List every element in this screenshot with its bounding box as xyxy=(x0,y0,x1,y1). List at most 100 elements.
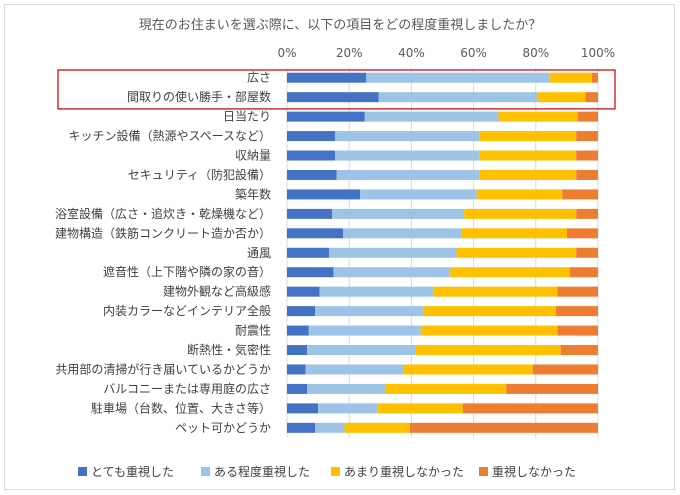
category-label: 浴室設備（広さ・追炊き・乾燥機など） xyxy=(55,206,271,221)
bar-segment xyxy=(360,189,477,200)
bar-segment xyxy=(342,228,462,239)
bar-segment xyxy=(557,325,598,336)
bar-segment xyxy=(576,150,598,161)
bar-segment xyxy=(318,403,378,414)
bar-segment xyxy=(287,345,308,356)
bar-segment xyxy=(287,131,336,142)
category-label: 断熱性・気密性 xyxy=(187,342,271,357)
bar-segment xyxy=(479,131,577,142)
bar-segment xyxy=(591,72,598,83)
bar-segment xyxy=(556,306,598,317)
legend-swatch xyxy=(201,467,210,476)
category-label: 遮音性（上下階や隣の家の音） xyxy=(103,264,271,279)
bar-segment xyxy=(576,247,598,258)
bar-segment xyxy=(287,111,365,122)
category-label: 収納量 xyxy=(235,149,271,163)
category-label: ペット可かどうか xyxy=(175,421,271,435)
legend-swatch xyxy=(479,467,488,476)
bar-segment xyxy=(366,72,550,83)
bar-segment xyxy=(307,383,385,394)
bar-segment xyxy=(287,72,367,83)
bar-segment xyxy=(308,325,421,336)
bar-segment xyxy=(287,169,337,180)
bar-segment xyxy=(576,169,598,180)
bar-segment xyxy=(537,92,586,103)
bar-segment xyxy=(570,267,598,278)
bar-segment xyxy=(364,111,499,122)
bar-segment xyxy=(287,92,379,103)
bar-segment xyxy=(287,325,309,336)
bar-segment xyxy=(576,208,598,219)
x-tick-label: 0% xyxy=(277,46,296,60)
x-tick-label: 100% xyxy=(581,46,615,60)
bar-segment xyxy=(479,169,577,180)
bar-segment xyxy=(456,247,577,258)
bar-segment xyxy=(464,208,577,219)
bar-segment xyxy=(307,345,417,356)
bar-segment xyxy=(498,111,578,122)
bar-segment xyxy=(287,189,361,200)
bar-segment xyxy=(378,92,538,103)
bar-segment xyxy=(287,247,329,258)
bar-segment xyxy=(335,131,480,142)
bar-segment xyxy=(287,383,308,394)
x-tick-label: 20% xyxy=(336,46,363,60)
bar-segment xyxy=(287,208,333,219)
bar-segment xyxy=(585,92,598,103)
category-label: 駐車場（台数、位置、大きさ等） xyxy=(91,400,271,415)
bar-segment xyxy=(450,267,571,278)
category-label: セキュリティ（防犯設備） xyxy=(128,167,271,182)
x-tick-label: 40% xyxy=(398,46,425,60)
bar-segment xyxy=(577,111,598,122)
bar-segment xyxy=(532,364,598,375)
bar-segment xyxy=(305,364,404,375)
bar-segment xyxy=(557,286,598,297)
legend-label: あまり重視しなかった xyxy=(344,464,464,479)
bar-segment xyxy=(384,383,507,394)
category-label: 間取りの使い勝手・部屋数 xyxy=(127,89,271,104)
category-label: 建物外観など高級感 xyxy=(163,284,271,299)
bar-segment xyxy=(423,306,557,317)
bar-segment xyxy=(479,150,577,161)
bar-segment xyxy=(287,364,306,375)
bar-segment xyxy=(560,345,598,356)
category-label: 耐震性 xyxy=(235,324,271,338)
bar-segment xyxy=(462,403,598,414)
bar-segment xyxy=(377,403,463,414)
bar-segment xyxy=(344,422,410,433)
bar-segment xyxy=(576,131,598,142)
bar-segment xyxy=(287,422,315,433)
bar-segment xyxy=(328,247,457,258)
category-label: 築年数 xyxy=(235,186,271,201)
bar-segment xyxy=(476,189,563,200)
bar-segment xyxy=(409,422,598,433)
category-label: 内装カラーなどインテリア全般 xyxy=(103,303,271,318)
category-label: 建物構造（鉄筋コンクリート造か否か） xyxy=(55,225,271,240)
bar-segment xyxy=(562,189,598,200)
highlight-box xyxy=(57,69,616,110)
legend-swatch xyxy=(78,467,87,476)
bar-segment xyxy=(287,150,336,161)
bar-segment xyxy=(506,383,598,394)
x-tick-label: 80% xyxy=(522,46,549,60)
bar-segment xyxy=(335,150,480,161)
bar-segment xyxy=(287,267,334,278)
bar-segment xyxy=(566,228,598,239)
category-label: 広さ xyxy=(247,71,271,85)
bar-segment xyxy=(416,345,561,356)
bar-segment xyxy=(319,286,434,297)
bar-segment xyxy=(549,72,592,83)
bar-segment xyxy=(333,267,451,278)
category-label: 共用部の清掃が行き届いているかどうか xyxy=(55,361,271,376)
bar-segment xyxy=(332,208,465,219)
bar-segment xyxy=(461,228,567,239)
bar-segment xyxy=(336,169,480,180)
bar-segment xyxy=(287,306,315,317)
bar-segment xyxy=(287,228,343,239)
bar-segment xyxy=(287,286,320,297)
legend-swatch xyxy=(331,467,340,476)
legend-label: とても重視した xyxy=(91,464,174,479)
category-label: キッチン設備（熱源やスペースなど） xyxy=(68,128,271,143)
bar-segment xyxy=(420,325,558,336)
